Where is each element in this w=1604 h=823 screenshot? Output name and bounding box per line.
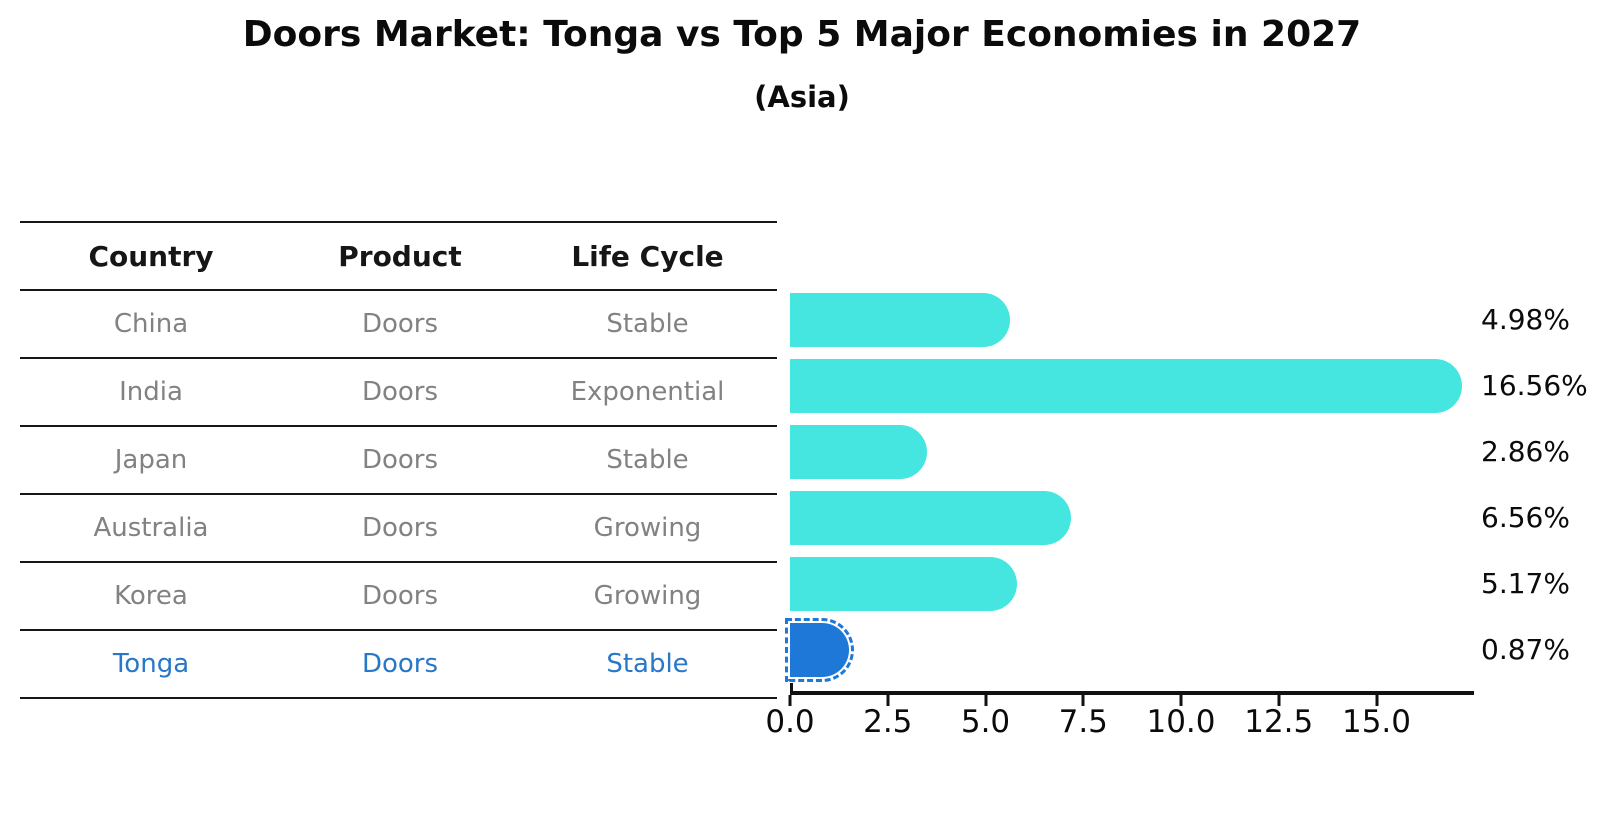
column-header-life-cycle: Life Cycle (571, 239, 724, 273)
cell-product: Doors (361, 309, 439, 339)
bar-india (790, 359, 1462, 413)
value-label-tonga: 0.87% (1481, 633, 1570, 666)
cell-product: Doors (361, 513, 439, 543)
value-label-india: 16.56% (1481, 369, 1588, 402)
x-axis-tick-label: 10.0 (1146, 704, 1216, 740)
x-axis-tick (886, 695, 890, 706)
x-axis-tick (788, 695, 792, 706)
cell-life-cycle: Stable (606, 445, 689, 475)
cell-product: Doors (361, 649, 439, 679)
x-axis-origin-tick (790, 683, 793, 693)
x-axis-tick (1081, 695, 1085, 706)
column-header-country: Country (88, 239, 214, 273)
cell-country: Tonga (112, 649, 190, 679)
comparison-table: Country Product Life Cycle China Doors S… (20, 221, 777, 699)
cell-life-cycle: Stable (606, 649, 689, 679)
x-axis-tick-label: 0.0 (765, 704, 815, 740)
value-label-korea: 5.17% (1481, 567, 1570, 600)
x-axis-tick-label: 2.5 (863, 704, 913, 740)
value-label-china: 4.98% (1481, 303, 1570, 336)
table-row-tonga: Tonga Doors Stable (20, 631, 777, 699)
x-axis-tick-label: 5.0 (960, 704, 1011, 740)
value-label-australia: 6.56% (1481, 501, 1570, 534)
bar-australia (790, 491, 1071, 545)
bar-japan (790, 425, 927, 479)
cell-country: Japan (114, 445, 188, 475)
bar-korea (790, 557, 1017, 611)
bar-tonga (785, 618, 854, 682)
table-row-india: India Doors Exponential (20, 359, 777, 427)
cell-life-cycle: Stable (606, 309, 689, 339)
x-axis-tick-label: 7.5 (1058, 704, 1108, 740)
x-axis-tick (1277, 695, 1281, 706)
bar-china (790, 293, 1010, 347)
cell-life-cycle: Growing (593, 513, 702, 543)
x-axis-tick-label: 15.0 (1341, 704, 1412, 740)
chart-title: Doors Market: Tonga vs Top 5 Major Econo… (242, 14, 1362, 55)
cell-country: India (119, 377, 183, 407)
x-axis-line (790, 691, 1474, 695)
x-axis-tick (984, 695, 987, 706)
table-header-row: Country Product Life Cycle (20, 223, 777, 291)
cell-country: Australia (93, 513, 209, 543)
cell-country: China (113, 309, 189, 339)
x-axis-tick (1179, 695, 1183, 706)
column-header-product: Product (338, 239, 462, 273)
x-axis-tick-label: 12.5 (1244, 704, 1314, 740)
cell-product: Doors (361, 377, 439, 407)
table-row-korea: Korea Doors Growing (20, 563, 777, 631)
value-label-japan: 2.86% (1481, 435, 1570, 468)
cell-product: Doors (361, 445, 439, 475)
cell-country: Korea (114, 581, 188, 611)
x-axis-tick (1375, 695, 1378, 706)
cell-product: Doors (361, 581, 439, 611)
cell-life-cycle: Exponential (570, 377, 725, 407)
table-row-australia: Australia Doors Growing (20, 495, 777, 563)
table-row-japan: Japan Doors Stable (20, 427, 777, 495)
cell-life-cycle: Growing (593, 581, 702, 611)
chart-subtitle: (Asia) (754, 80, 850, 114)
table-row-china: China Doors Stable (20, 291, 777, 359)
